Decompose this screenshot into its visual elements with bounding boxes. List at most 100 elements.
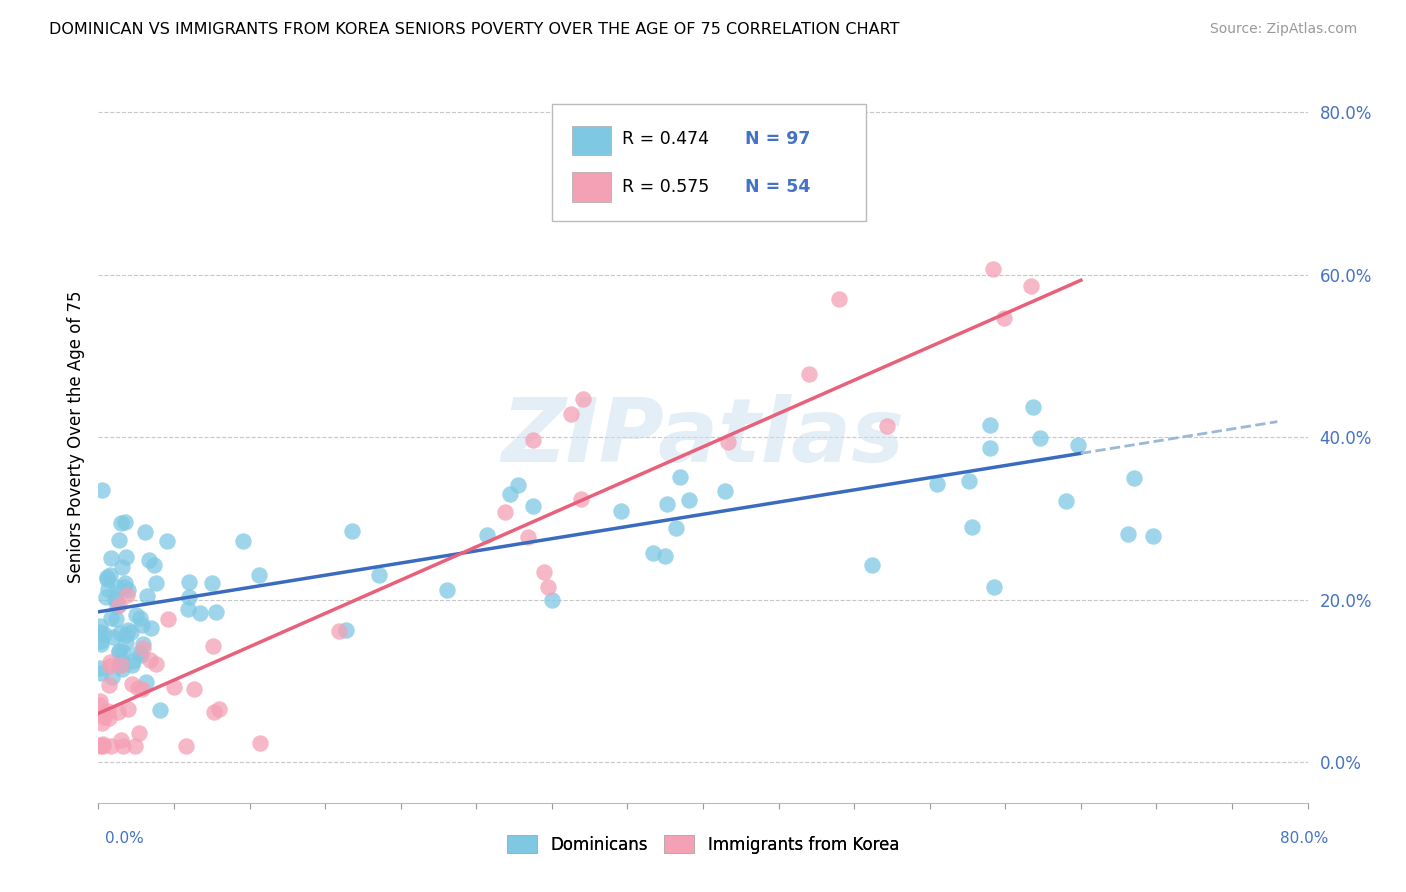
Point [111, 662, 134, 676]
Point [572, 392, 595, 406]
Point [98, 567, 121, 582]
Point [657, 497, 679, 511]
Point [157, 612, 180, 626]
Point [540, 593, 562, 607]
Point [101, 670, 124, 684]
Text: R = 0.575: R = 0.575 [621, 178, 709, 196]
Point [104, 591, 127, 606]
Point [93, 739, 115, 753]
Point [368, 568, 391, 582]
Point [335, 623, 357, 637]
Point [983, 580, 1005, 594]
Point [104, 592, 127, 607]
Text: 0.0%: 0.0% [105, 831, 145, 846]
Point [131, 640, 153, 655]
Point [136, 589, 159, 603]
Point [1054, 494, 1077, 508]
Point [104, 612, 127, 626]
Point [91, 737, 114, 751]
Point [533, 565, 555, 579]
Point [138, 653, 160, 667]
Point [121, 657, 143, 672]
Point [111, 739, 134, 753]
Point [247, 567, 270, 582]
Text: ZIPatlas: ZIPatlas [502, 393, 904, 481]
Point [993, 311, 1015, 326]
Point [111, 560, 134, 574]
Point [145, 657, 167, 671]
Point [93, 627, 115, 641]
Point [98, 659, 121, 673]
Point [177, 590, 200, 604]
Bar [572, 126, 612, 155]
Point [97, 711, 120, 725]
Point [89, 698, 111, 713]
Point [609, 504, 631, 518]
Point [117, 624, 139, 638]
Point [135, 675, 157, 690]
Point [1022, 400, 1045, 414]
Point [716, 435, 738, 450]
Point [925, 477, 948, 491]
Point [91, 715, 114, 730]
Point [860, 558, 883, 572]
Point [142, 558, 165, 573]
Point [100, 551, 122, 566]
Point [121, 677, 143, 691]
Point [188, 606, 211, 620]
Point [654, 549, 676, 563]
Text: R = 0.474: R = 0.474 [621, 130, 709, 148]
Point [1066, 438, 1088, 452]
Point [163, 680, 186, 694]
Point [183, 681, 205, 696]
Point [101, 630, 124, 644]
Point [90, 634, 112, 648]
Point [641, 546, 664, 560]
Point [89, 694, 111, 708]
Point [91, 483, 114, 497]
Point [560, 407, 582, 421]
Point [122, 654, 145, 668]
Point [90, 637, 112, 651]
Point [179, 574, 201, 589]
Point [89, 739, 111, 753]
Point [117, 701, 139, 715]
Point [1021, 278, 1043, 293]
Point [96, 573, 118, 587]
Point [127, 681, 149, 695]
Point [145, 576, 167, 591]
Point [132, 637, 155, 651]
Point [983, 262, 1005, 277]
Point [979, 442, 1001, 456]
Point [134, 525, 156, 540]
Point [340, 524, 363, 539]
Point [100, 739, 122, 753]
Point [131, 618, 153, 632]
Point [128, 726, 150, 740]
Point [89, 661, 111, 675]
Text: N = 54: N = 54 [745, 178, 811, 196]
Point [90, 666, 112, 681]
Point [174, 739, 197, 753]
Point [201, 576, 224, 591]
Point [1122, 471, 1144, 485]
Point [89, 738, 111, 752]
Point [131, 681, 153, 696]
Point [537, 580, 560, 594]
Point [115, 628, 138, 642]
Point [108, 645, 131, 659]
Point [89, 625, 111, 640]
Text: Source: ZipAtlas.com: Source: ZipAtlas.com [1209, 22, 1357, 37]
Point [522, 500, 544, 514]
Point [131, 648, 153, 662]
Point [202, 705, 225, 719]
Point [97, 704, 120, 718]
Point [828, 292, 851, 306]
Point [475, 527, 498, 541]
Point [115, 588, 138, 602]
Point [96, 570, 118, 584]
FancyBboxPatch shape [551, 104, 866, 221]
Point [156, 534, 179, 549]
Point [328, 624, 350, 639]
Point [979, 417, 1001, 432]
